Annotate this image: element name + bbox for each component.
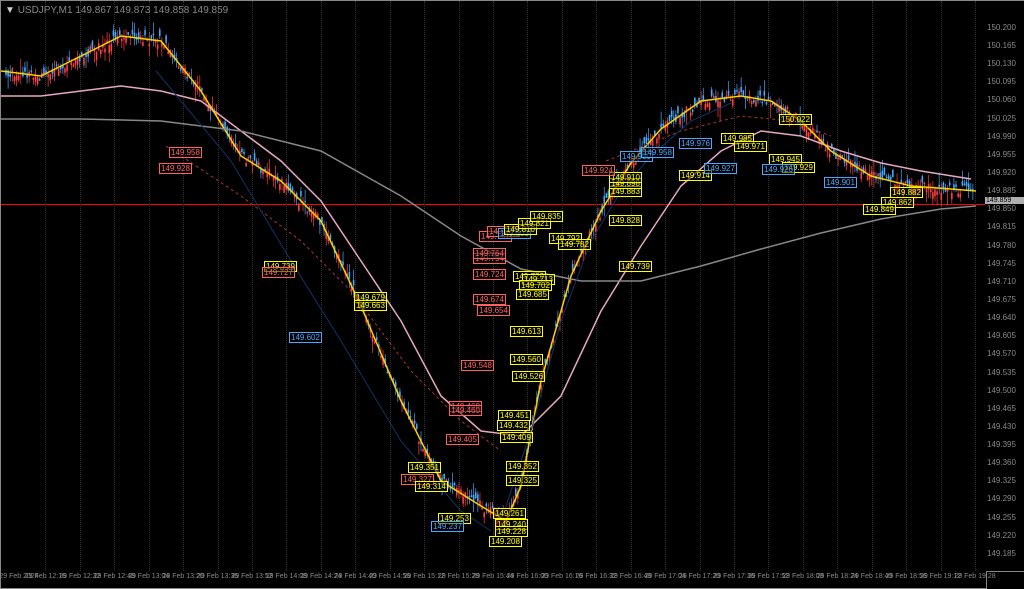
price-label: 149.237: [431, 521, 464, 532]
price-label: 149.971: [734, 141, 767, 152]
price-label: 149.526: [512, 371, 545, 382]
price-label: 149.928: [159, 163, 192, 174]
current-price-box: 149.859: [985, 197, 1024, 204]
price-label: 149.782: [558, 239, 591, 250]
x-axis: 29 Feb 202429 Feb 12:1629 Feb 12:3229 Fe…: [0, 571, 987, 589]
price-label: 149.432: [497, 420, 530, 431]
price-label: 149.654: [477, 305, 510, 316]
price-label: 149.548: [461, 360, 494, 371]
price-label: 149.208: [489, 536, 522, 547]
price-label: 149.882: [890, 187, 923, 198]
ma-lines: [1, 1, 985, 571]
price-label: 149.674: [473, 294, 506, 305]
y-axis: 150.200150.165150.130150.095150.060150.0…: [985, 0, 1024, 572]
price-label: 149.764: [473, 248, 506, 259]
price-label: 149.739: [619, 261, 652, 272]
price-label: 150.022: [779, 114, 812, 125]
price-label: 149.314: [415, 481, 448, 492]
price-label: 149.828: [609, 215, 642, 226]
price-label: 149.724: [473, 269, 506, 280]
price-label: 149.924: [582, 165, 615, 176]
price-label: 149.849: [863, 204, 896, 215]
price-label: 149.351: [408, 462, 441, 473]
price-label: 149.976: [679, 138, 712, 149]
price-label: 149.405: [446, 434, 479, 445]
price-label: 149.926: [762, 164, 795, 175]
price-label: 149.901: [824, 177, 857, 188]
price-label: 149.409: [500, 432, 533, 443]
price-label: 149.602: [289, 332, 322, 343]
price-label: 149.560: [510, 354, 543, 365]
chart-title: ▼ USDJPY,M1 149.867 149.873 149.858 149.…: [5, 5, 228, 16]
price-label: 149.460: [449, 405, 482, 416]
chart-area[interactable]: ▼ USDJPY,M1 149.867 149.873 149.858 149.…: [0, 0, 986, 572]
price-label: 149.663: [354, 300, 387, 311]
price-label: 149.352: [506, 461, 539, 472]
price-label: 149.261: [493, 508, 526, 519]
price-label: 149.685: [516, 289, 549, 300]
price-label: 149.927: [704, 163, 737, 174]
price-label: 149.835: [530, 211, 563, 222]
price-label: 149.228: [495, 526, 528, 537]
price-label: 149.727: [262, 267, 295, 278]
price-label: 149.958: [641, 147, 674, 158]
price-label: 149.613: [510, 326, 543, 337]
price-label: 149.325: [506, 475, 539, 486]
price-label: 149.958: [169, 147, 202, 158]
